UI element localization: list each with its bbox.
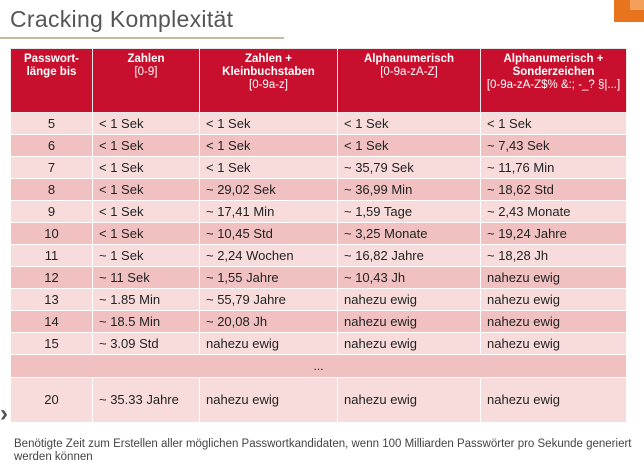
- table-row: 8 < 1 Sek ~ 29,02 Sek ~ 36,99 Min ~ 18,62 St…: [10, 178, 627, 201]
- time-cell: ~ 11,76 Min: [480, 156, 627, 179]
- time-cell: nahezu ewig: [337, 310, 481, 333]
- title-underline: [0, 37, 284, 39]
- time-cell: ~ 7,43 Sek: [480, 134, 627, 157]
- table-row: 7 < 1 Sek < 1 Sek ~ 35,79 Sek ~ 11,76 Min: [10, 156, 627, 179]
- footnote: Benötigte Zeit zum Erstellen aller mögli…: [14, 438, 632, 463]
- time-cell: ~ 3,25 Monate: [337, 222, 481, 245]
- time-cell: ~ 2,24 Wochen: [199, 244, 338, 267]
- length-cell: 5: [10, 112, 93, 135]
- header-digits-lowercase: Zahlen + Kleinbuchstaben [0-9a-z]: [199, 48, 338, 113]
- time-cell: < 1 Sek: [199, 156, 338, 179]
- time-cell: ~ 35.33 Jahre: [92, 377, 200, 423]
- time-cell: ~ 1.85 Min: [92, 288, 200, 311]
- table-row: 15 ~ 3.09 Std nahezu ewig nahezu ewig nahezu…: [10, 332, 627, 355]
- time-cell: < 1 Sek: [480, 112, 627, 135]
- time-cell: ~ 29,02 Sek: [199, 178, 338, 201]
- header-alphanumeric-special: Alphanumerisch + Sonderzeichen [0-9a-zA-Z…: [480, 48, 627, 113]
- length-cell: 12: [10, 266, 93, 289]
- time-cell: nahezu ewig: [337, 332, 481, 355]
- time-cell: ~ 36,99 Min: [337, 178, 481, 201]
- table-row: 6 < 1 Sek < 1 Sek < 1 Sek ~ 7,43 Sek: [10, 134, 627, 157]
- ellipsis-row: ...: [10, 354, 627, 378]
- time-cell: ~ 19,24 Jahre: [480, 222, 627, 245]
- length-cell: 14: [10, 310, 93, 333]
- time-cell: ~ 10,43 Jh: [337, 266, 481, 289]
- length-cell: 15: [10, 332, 93, 355]
- table-row: 14 ~ 18.5 Min ~ 20,08 Jh nahezu ewig nahezu …: [10, 310, 627, 333]
- length-cell: 20: [10, 377, 93, 423]
- time-cell: ~ 16,82 Jahre: [337, 244, 481, 267]
- length-cell: 9: [10, 200, 93, 223]
- time-cell: ~ 1,59 Tage: [337, 200, 481, 223]
- chevron-right-icon[interactable]: ›: [0, 400, 8, 427]
- time-cell: ~ 1,55 Jahre: [199, 266, 338, 289]
- header-alphanumeric: Alphanumerisch [0-9a-zA-Z]: [337, 48, 481, 113]
- slide-title: Cracking Komplexität: [10, 6, 234, 32]
- time-cell: nahezu ewig: [480, 332, 627, 355]
- time-cell: nahezu ewig: [480, 266, 627, 289]
- table-row: 5 < 1 Sek < 1 Sek < 1 Sek < 1 Sek: [10, 112, 627, 135]
- time-cell: nahezu ewig: [199, 377, 338, 423]
- length-cell: 8: [10, 178, 93, 201]
- time-cell: ~ 2,43 Monate: [480, 200, 627, 223]
- length-cell: 7: [10, 156, 93, 179]
- length-cell: 11: [10, 244, 93, 267]
- table-row: 9 < 1 Sek ~ 17,41 Min ~ 1,59 Tage ~ 2,43 Mon…: [10, 200, 627, 223]
- time-cell: ~ 18.5 Min: [92, 310, 200, 333]
- time-cell: < 1 Sek: [92, 178, 200, 201]
- time-cell: ~ 1 Sek: [92, 244, 200, 267]
- length-cell: 10: [10, 222, 93, 245]
- time-cell: ~ 55,79 Jahre: [199, 288, 338, 311]
- ellipsis-cell: ...: [10, 354, 627, 378]
- time-cell: < 1 Sek: [337, 112, 481, 135]
- time-cell: ~ 18,28 Jh: [480, 244, 627, 267]
- time-cell: < 1 Sek: [199, 134, 338, 157]
- time-cell: nahezu ewig: [480, 310, 627, 333]
- time-cell: ~ 3.09 Std: [92, 332, 200, 355]
- table-row: 12 ~ 11 Sek ~ 1,55 Jahre ~ 10,43 Jh nahezu e…: [10, 266, 627, 289]
- time-cell: nahezu ewig: [337, 288, 481, 311]
- time-cell: ~ 35,79 Sek: [337, 156, 481, 179]
- cracking-table: Passwort-länge bis Zahlen [0-9] Zahlen + …: [10, 48, 627, 423]
- length-cell: 13: [10, 288, 93, 311]
- table-row: 10 < 1 Sek ~ 10,45 Std ~ 3,25 Monate ~ 19,24…: [10, 222, 627, 245]
- time-cell: nahezu ewig: [337, 377, 481, 423]
- time-cell: nahezu ewig: [199, 332, 338, 355]
- time-cell: < 1 Sek: [92, 200, 200, 223]
- time-cell: ~ 11 Sek: [92, 266, 200, 289]
- corner-accent: [614, 0, 644, 22]
- time-cell: nahezu ewig: [480, 288, 627, 311]
- time-cell: ~ 10,45 Std: [199, 222, 338, 245]
- time-cell: < 1 Sek: [337, 134, 481, 157]
- time-cell: < 1 Sek: [92, 222, 200, 245]
- table-row: 11 ~ 1 Sek ~ 2,24 Wochen ~ 16,82 Jahre ~ 18,…: [10, 244, 627, 267]
- table-row: 20 ~ 35.33 Jahre nahezu ewig nahezu ewig nah…: [10, 377, 627, 423]
- table-row: 13 ~ 1.85 Min ~ 55,79 Jahre nahezu ewig nahe…: [10, 288, 627, 311]
- time-cell: < 1 Sek: [199, 112, 338, 135]
- time-cell: ~ 17,41 Min: [199, 200, 338, 223]
- time-cell: < 1 Sek: [92, 134, 200, 157]
- header-digits: Zahlen [0-9]: [92, 48, 200, 113]
- header-length: Passwort-länge bis: [10, 48, 93, 113]
- time-cell: < 1 Sek: [92, 156, 200, 179]
- length-cell: 6: [10, 134, 93, 157]
- time-cell: nahezu ewig: [480, 377, 627, 423]
- time-cell: < 1 Sek: [92, 112, 200, 135]
- time-cell: ~ 18,62 Std: [480, 178, 627, 201]
- time-cell: ~ 20,08 Jh: [199, 310, 338, 333]
- header-row: Passwort-länge bis Zahlen [0-9] Zahlen + …: [10, 48, 627, 113]
